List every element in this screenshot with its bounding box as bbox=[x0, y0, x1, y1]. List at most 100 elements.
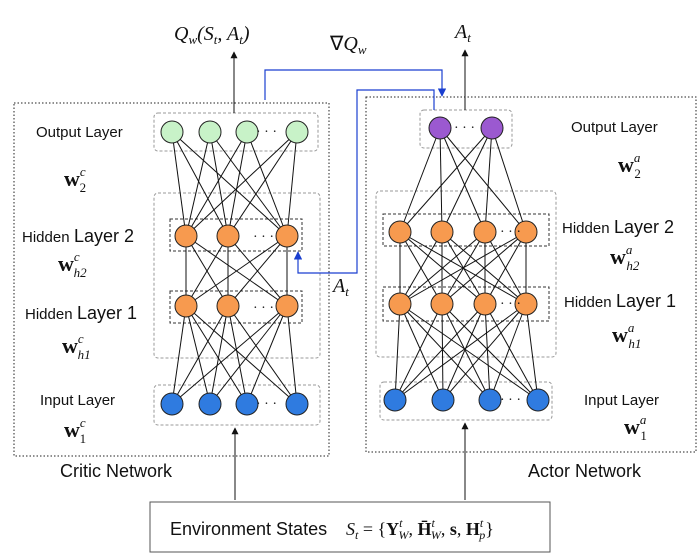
critic-edge bbox=[209, 305, 229, 405]
critic-hidden2-label: Hidden Layer 2 bbox=[22, 226, 134, 246]
actor-input-neuron bbox=[383, 388, 407, 412]
actor-edge bbox=[484, 127, 493, 233]
critic-w-input: wc 1 bbox=[64, 415, 86, 446]
actor-output-layer-box bbox=[419, 109, 513, 149]
critic-w-hidden2: wc h2 bbox=[58, 249, 87, 280]
actor-input-ellipsis: · · · bbox=[500, 393, 521, 408]
environment-states-label: Environment States bbox=[170, 519, 327, 539]
actor-edge bbox=[399, 303, 491, 401]
actor-edge bbox=[439, 127, 443, 233]
critic-edge bbox=[227, 131, 248, 237]
critic-edge bbox=[185, 131, 298, 237]
critic-output-ellipsis: · · · bbox=[256, 125, 277, 140]
gradient-feedback-arrow bbox=[264, 69, 447, 100]
critic-hidden1-box bbox=[169, 290, 303, 324]
critic-edge bbox=[171, 131, 187, 237]
actor-edge bbox=[394, 303, 527, 401]
actor-hidden-layers-box bbox=[375, 190, 557, 358]
critic-edge bbox=[286, 305, 298, 405]
critic-output-neuron bbox=[285, 120, 309, 144]
critic-hidden2-neuron bbox=[275, 224, 299, 248]
actor-hidden2-label: Hidden Layer 2 bbox=[562, 217, 674, 237]
critic-edge bbox=[286, 131, 298, 237]
actor-hidden2-neuron bbox=[473, 220, 497, 244]
actor-hidden2-neuron bbox=[430, 220, 454, 244]
critic-edge bbox=[185, 305, 211, 405]
critic-output-neuron bbox=[235, 120, 259, 144]
actor-edge bbox=[394, 303, 401, 401]
critic-edge bbox=[171, 131, 288, 237]
actor-edge bbox=[399, 303, 444, 401]
critic-output-layer-label: Output Layer bbox=[36, 124, 123, 141]
actor-network-label: Actor Network bbox=[528, 461, 642, 481]
actor-edge bbox=[489, 303, 527, 401]
critic-edge bbox=[227, 305, 248, 405]
actor-output-neuron bbox=[480, 116, 504, 140]
critic-edge bbox=[185, 131, 248, 237]
critic-edge bbox=[227, 235, 288, 307]
critic-neurons bbox=[160, 120, 309, 416]
actor-w-input: wa 1 bbox=[624, 412, 647, 443]
critic-input-neuron bbox=[198, 392, 222, 416]
critic-edge bbox=[185, 305, 298, 405]
actor-output-ellipsis: · · · bbox=[454, 121, 475, 136]
critic-hidden-layers-box bbox=[153, 192, 321, 359]
critic-edge bbox=[185, 305, 248, 405]
actor-w-hidden1: wa h1 bbox=[612, 320, 641, 351]
critic-edge bbox=[209, 131, 229, 237]
actor-edge bbox=[394, 303, 486, 401]
critic-edge bbox=[171, 131, 229, 237]
actor-edge bbox=[442, 303, 527, 401]
critic-connections bbox=[171, 131, 298, 405]
actor-hidden1-neuron bbox=[430, 292, 454, 316]
critic-hidden1-neuron bbox=[275, 294, 299, 318]
critic-hidden2-neuron bbox=[216, 224, 240, 248]
critic-hidden2-ellipsis: · · · bbox=[253, 230, 274, 245]
critic-edge bbox=[185, 235, 288, 307]
critic-edge bbox=[227, 131, 298, 237]
critic-output-label: Qw(St, At) bbox=[174, 23, 250, 47]
actor-hidden2-ellipsis: · · · bbox=[500, 225, 521, 240]
actor-hidden1-label: Hidden Layer 1 bbox=[564, 291, 676, 311]
critic-edge bbox=[171, 305, 187, 405]
actor-hidden1-neuron bbox=[473, 292, 497, 316]
actor-input-neuron bbox=[478, 388, 502, 412]
critic-w-hidden1: wc h1 bbox=[62, 331, 91, 362]
critic-hidden2-neuron bbox=[174, 224, 198, 248]
actor-input-neuron bbox=[526, 388, 550, 412]
actor-input-layer-label: Input Layer bbox=[584, 392, 659, 409]
critic-edge bbox=[209, 131, 288, 237]
critic-hidden1-neuron bbox=[174, 294, 198, 318]
critic-edge bbox=[227, 305, 298, 405]
environment-states-box bbox=[149, 501, 551, 553]
actor-hidden2-box bbox=[382, 213, 550, 247]
actor-input-neuron bbox=[431, 388, 455, 412]
critic-input-neuron bbox=[235, 392, 259, 416]
actor-edge bbox=[439, 127, 486, 233]
actor-edge bbox=[491, 127, 527, 233]
actor-edge bbox=[399, 127, 493, 233]
actor-hidden1-ellipsis: · · · bbox=[500, 297, 521, 312]
actor-w-output: wa 2 bbox=[618, 150, 641, 181]
actor-edge bbox=[484, 303, 539, 401]
actor-edge bbox=[399, 231, 486, 305]
critic-edge bbox=[171, 305, 229, 405]
actor-w-hidden2: wa h2 bbox=[610, 242, 640, 273]
critic-edge bbox=[185, 131, 211, 237]
actor-edge bbox=[441, 303, 539, 401]
actor-hidden1-box bbox=[382, 286, 550, 322]
actor-edge bbox=[441, 303, 491, 401]
actor-edge bbox=[525, 303, 539, 401]
critic-input-layer-box bbox=[153, 384, 321, 426]
critic-network-box bbox=[13, 102, 330, 457]
actor-edge bbox=[441, 231, 527, 305]
actor-output-neuron bbox=[428, 116, 452, 140]
critic-hidden2-box bbox=[169, 218, 303, 252]
actor-edge bbox=[484, 231, 527, 305]
critic-output-neuron bbox=[198, 120, 222, 144]
actor-hidden1-neuron bbox=[388, 292, 412, 316]
critic-input-neuron bbox=[285, 392, 309, 416]
critic-edge bbox=[246, 305, 288, 405]
actor-edge bbox=[399, 127, 441, 233]
